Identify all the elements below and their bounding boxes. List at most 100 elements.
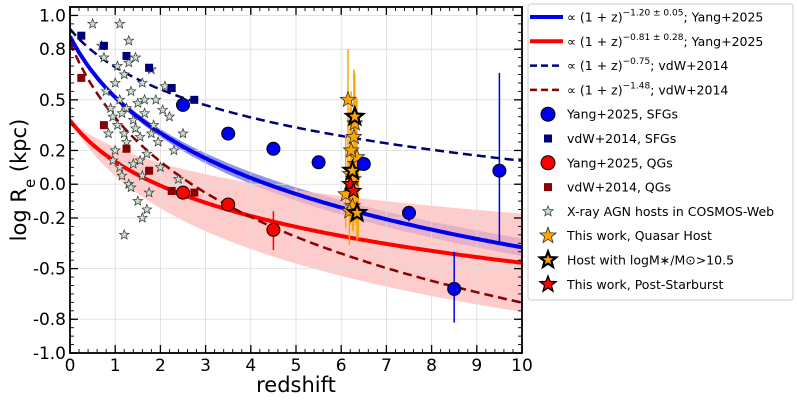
agn-host-star bbox=[129, 51, 142, 63]
agn-host-star bbox=[129, 122, 142, 134]
x-tick-label: 4 bbox=[245, 356, 256, 376]
y-axis-title-unit: (kpc) bbox=[7, 119, 31, 179]
y-tick-label: -0.8 bbox=[33, 310, 66, 330]
agn-host-star bbox=[156, 104, 169, 115]
agn-host-star bbox=[136, 212, 149, 223]
agn-host-star bbox=[125, 181, 137, 193]
fit-lines bbox=[70, 28, 522, 304]
agn-host-star bbox=[111, 60, 124, 71]
legend-label-exponent: −1.20 ± 0.05 bbox=[623, 9, 684, 19]
legend-label: This work, Post-Starburst bbox=[566, 277, 724, 292]
yang2025-sfg-point bbox=[492, 163, 507, 178]
legend-label-text: ∝ (1 + z) bbox=[567, 58, 623, 73]
agn-host-star bbox=[107, 154, 119, 166]
legend-label-suffix: ; Yang+2025 bbox=[683, 10, 763, 25]
agn-host-star bbox=[118, 68, 130, 80]
y-tick-label: 1.0 bbox=[39, 6, 66, 26]
y-tick-label: 0.8 bbox=[39, 40, 66, 60]
y-tick-label: -1.0 bbox=[33, 344, 66, 364]
quasar-host-star bbox=[348, 148, 366, 165]
agn-host-star bbox=[150, 93, 162, 105]
quasar-host-star bbox=[342, 141, 360, 158]
x-axis-title: redshift bbox=[256, 373, 336, 397]
data-points bbox=[77, 17, 507, 323]
agn-host-star bbox=[102, 127, 115, 139]
y-tick-label: 0.5 bbox=[39, 91, 66, 111]
legend-label: ∝ (1 + z)−1.20 ± 0.05; Yang+2025 bbox=[567, 9, 763, 25]
yang2025-sfg-point bbox=[402, 205, 416, 220]
x-tick-label: 5 bbox=[291, 356, 302, 376]
y-axis-title: log Re (kpc) bbox=[7, 119, 39, 242]
y-axis-title-sub: e bbox=[21, 179, 39, 188]
agn-host-star bbox=[98, 51, 110, 63]
agn-host-star bbox=[172, 173, 185, 184]
legend-label-text: ∝ (1 + z) bbox=[567, 82, 623, 97]
legend-label-text: Yang+2025, QGs bbox=[566, 155, 673, 170]
legend-label-text: This work, Post-Starburst bbox=[566, 277, 724, 292]
vdw2014-sfg-point bbox=[122, 51, 131, 60]
legend-label-text: ∝ (1 + z) bbox=[567, 34, 623, 49]
vdw2014-qg-point bbox=[190, 188, 199, 197]
agn-host-star bbox=[120, 135, 133, 147]
yang2025-sfg-point bbox=[311, 155, 326, 170]
agn-host-star bbox=[114, 161, 126, 173]
legend-label: Yang+2025, QGs bbox=[566, 155, 673, 170]
vdw2014-sfg-point bbox=[77, 31, 86, 40]
legend-swatch-marker bbox=[544, 134, 552, 143]
yang2025-qg-point bbox=[221, 197, 236, 212]
yang2025-sfg-point bbox=[221, 126, 236, 141]
yang2025-sfg-point bbox=[266, 141, 281, 156]
legend-swatch-marker bbox=[538, 273, 558, 293]
legend-label-exponent: −0.75 bbox=[623, 57, 651, 67]
y-axis-title-main: log R bbox=[7, 188, 31, 241]
vdw2014-qg-point bbox=[77, 73, 86, 82]
agn-host-star bbox=[118, 228, 130, 240]
agn-host-star bbox=[116, 169, 128, 181]
legend-label-text: X-ray AGN hosts in COSMOS-Web bbox=[567, 204, 774, 219]
massive-host-star bbox=[343, 104, 367, 127]
agn-host-star bbox=[147, 119, 160, 131]
post-starburst-star bbox=[340, 174, 360, 193]
agn-host-star bbox=[136, 77, 149, 88]
legend-label-text: vdW+2014, SFGs bbox=[567, 131, 676, 146]
x-tick-label: 3 bbox=[200, 356, 211, 376]
legend-label-text: This work, Quasar Host bbox=[566, 228, 712, 243]
legend-label: X-ray AGN hosts in COSMOS-Web bbox=[567, 204, 774, 219]
legend-label: ∝ (1 + z)−1.48; vdW+2014 bbox=[567, 81, 728, 97]
legend-box bbox=[527, 3, 794, 301]
quasar-host-star bbox=[345, 127, 363, 145]
legend-label: vdW+2014, QGs bbox=[567, 180, 671, 195]
vdw2014-qg-point bbox=[145, 166, 154, 175]
x-tick-label: 6 bbox=[336, 356, 347, 376]
yang2025-qg-fit-line bbox=[70, 119, 522, 265]
post-starburst-star bbox=[344, 181, 363, 199]
agn-host-star bbox=[109, 76, 121, 88]
quasar-host-star bbox=[339, 90, 357, 108]
agn-host-star bbox=[86, 17, 99, 29]
agn-host-star bbox=[114, 17, 126, 29]
yang2025-sfg-point bbox=[356, 156, 371, 171]
legend-label-text: Yang+2025, SFGs bbox=[566, 107, 678, 122]
legend-swatch-marker bbox=[544, 183, 552, 192]
agn-host-star bbox=[134, 131, 146, 142]
legend-label: Host with logM∗/M⊙>10.5 bbox=[567, 253, 734, 268]
vdw2014-qg-point bbox=[99, 121, 108, 130]
agn-host-star bbox=[145, 127, 158, 139]
y-tick-label: 0.2 bbox=[39, 141, 66, 161]
agn-host-star bbox=[177, 127, 189, 139]
x-tick-label: 0 bbox=[65, 356, 76, 376]
vdw2014-qg-point bbox=[167, 186, 176, 195]
agn-host-star bbox=[132, 97, 144, 108]
agn-host-star bbox=[143, 186, 155, 198]
agn-host-star bbox=[109, 144, 121, 156]
legend-label-text: Host with logM∗/M⊙>10.5 bbox=[567, 253, 734, 268]
agn-host-star bbox=[127, 158, 139, 169]
legend-swatch-marker bbox=[541, 204, 555, 217]
vdw2014-sfg-point bbox=[145, 63, 154, 72]
agn-host-star bbox=[138, 93, 151, 105]
agn-host-star bbox=[114, 93, 126, 105]
agn-host-star bbox=[152, 136, 164, 147]
legend-label-suffix: ; Yang+2025 bbox=[683, 34, 763, 49]
legend-label: ∝ (1 + z)−0.75; vdW+2014 bbox=[567, 57, 728, 73]
